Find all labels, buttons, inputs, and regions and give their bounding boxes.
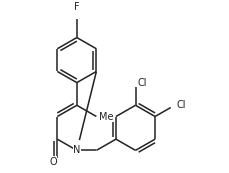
Text: Cl: Cl — [176, 100, 185, 110]
Text: F: F — [74, 2, 79, 12]
Text: Cl: Cl — [137, 78, 146, 88]
Text: N: N — [73, 145, 80, 155]
Text: O: O — [49, 157, 57, 167]
Text: Me: Me — [98, 112, 113, 121]
